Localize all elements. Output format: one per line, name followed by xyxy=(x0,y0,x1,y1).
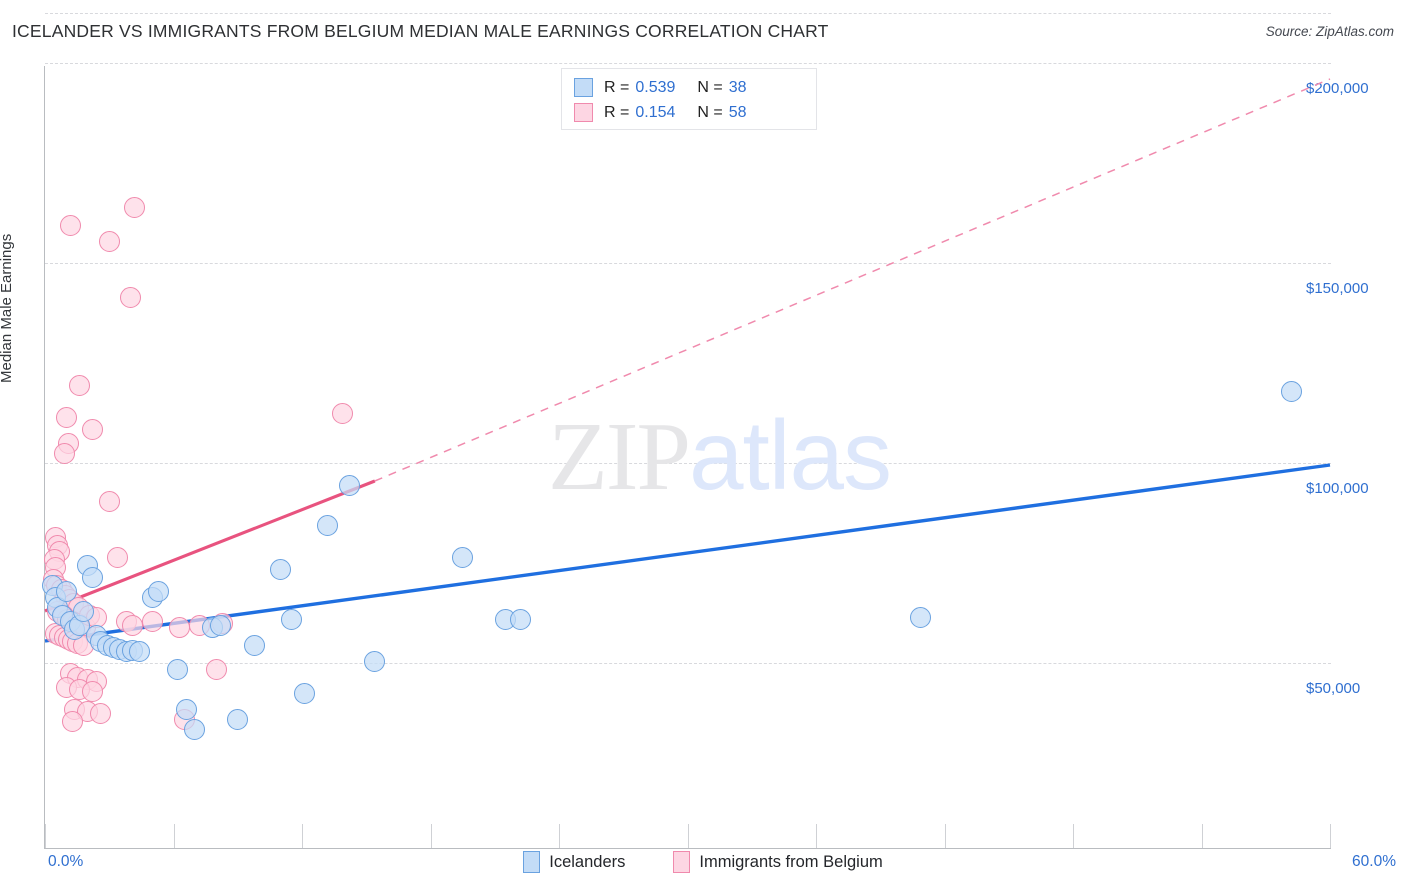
x-axis-tick xyxy=(945,824,946,848)
x-axis-tick xyxy=(1330,824,1331,848)
scatter-point[interactable] xyxy=(62,710,84,732)
gridline xyxy=(45,263,1331,264)
scatter-point[interactable] xyxy=(244,634,266,656)
scatter-point[interactable] xyxy=(60,214,82,236)
y-axis-tick-label: $150,000 xyxy=(1306,280,1369,297)
scatter-point[interactable] xyxy=(227,708,249,730)
scatter-point[interactable] xyxy=(280,608,302,630)
pink-trendline-dashed xyxy=(374,78,1331,482)
stats-r-label-immigrants: R = xyxy=(604,103,630,121)
stats-r-value-icelanders: 0.539 xyxy=(635,78,676,96)
gridline xyxy=(45,63,1331,64)
scatter-point[interactable] xyxy=(270,558,292,580)
x-axis-tick xyxy=(816,824,817,848)
scatter-point[interactable] xyxy=(55,406,77,428)
scatter-point[interactable] xyxy=(81,680,103,702)
scatter-point[interactable] xyxy=(452,546,474,568)
legend-label-immigrants-from-belgium: Immigrants from Belgium xyxy=(699,852,883,871)
chart-legend: Icelanders Immigrants from Belgium xyxy=(0,851,1406,873)
scatter-point[interactable] xyxy=(68,374,90,396)
scatter-point[interactable] xyxy=(141,610,163,632)
watermark-atlas: atlas xyxy=(689,400,892,510)
scatter-point[interactable] xyxy=(98,490,120,512)
scatter-point[interactable] xyxy=(98,230,120,252)
scatter-point[interactable] xyxy=(210,614,232,636)
gridline xyxy=(45,663,1331,664)
stats-n-label-icelanders: N = xyxy=(697,78,723,96)
scatter-point[interactable] xyxy=(1280,380,1302,402)
blue-trendline-solid xyxy=(44,463,1331,643)
x-axis-line xyxy=(45,848,1331,849)
scatter-point[interactable] xyxy=(169,616,191,638)
x-axis-max-label: 60.0% xyxy=(1352,853,1396,870)
stats-r-value-immigrants: 0.154 xyxy=(635,103,676,121)
scatter-point[interactable] xyxy=(107,546,129,568)
scatter-point[interactable] xyxy=(364,650,386,672)
scatter-point[interactable] xyxy=(293,682,315,704)
x-axis-tick xyxy=(302,824,303,848)
scatter-point[interactable] xyxy=(317,514,339,536)
x-axis-tick xyxy=(1073,824,1074,848)
x-axis-min-label: 0.0% xyxy=(48,853,84,870)
y-axis-title: Median Male Earnings xyxy=(0,233,15,383)
stats-row-immigrants-from-belgium: R = 0.154 N = 58 xyxy=(574,100,806,125)
x-axis-tick xyxy=(45,824,46,848)
gridline xyxy=(45,463,1331,464)
stats-n-value-immigrants: 58 xyxy=(728,103,747,121)
pink-trendline-solid xyxy=(44,479,376,613)
stats-swatch-icelanders xyxy=(574,78,593,97)
scatter-point[interactable] xyxy=(910,606,932,628)
legend-item-immigrants-from-belgium[interactable]: Immigrants from Belgium xyxy=(673,851,883,873)
stats-r-label-icelanders: R = xyxy=(604,78,630,96)
correlation-stats-box: R = 0.539 N = 38 R = 0.154 N = 58 xyxy=(561,68,817,130)
scatter-point[interactable] xyxy=(148,580,169,602)
scatter-point[interactable] xyxy=(81,418,103,440)
legend-swatch-immigrants-from-belgium xyxy=(673,851,691,873)
scatter-point[interactable] xyxy=(124,196,146,218)
scatter-point[interactable] xyxy=(509,608,531,630)
scatter-point[interactable] xyxy=(120,286,142,308)
scatter-point[interactable] xyxy=(81,566,103,588)
scatter-point[interactable] xyxy=(184,718,206,740)
scatter-point[interactable] xyxy=(128,640,150,662)
x-axis-tick xyxy=(431,824,432,848)
gridline xyxy=(45,13,1331,14)
x-axis-tick xyxy=(559,824,560,848)
scatter-point[interactable] xyxy=(90,702,112,724)
legend-swatch-icelanders xyxy=(523,851,541,873)
watermark-zip: ZIP xyxy=(548,403,691,511)
legend-label-icelanders: Icelanders xyxy=(549,852,626,871)
scatter-point[interactable] xyxy=(122,614,144,636)
x-axis-tick xyxy=(1202,824,1203,848)
scatter-point[interactable] xyxy=(55,580,77,602)
scatter-point[interactable] xyxy=(53,442,75,464)
scatter-point[interactable] xyxy=(332,402,354,424)
y-axis-tick-label: $100,000 xyxy=(1306,480,1369,497)
y-axis-tick-label: $50,000 xyxy=(1306,680,1361,697)
y-axis-line xyxy=(44,66,45,849)
legend-item-icelanders[interactable]: Icelanders xyxy=(523,851,625,873)
x-axis-tick xyxy=(688,824,689,848)
page-title: ICELANDER VS IMMIGRANTS FROM BELGIUM MED… xyxy=(12,21,829,41)
scatter-point[interactable] xyxy=(73,600,95,622)
source-attribution: Source: ZipAtlas.com xyxy=(1265,24,1394,39)
scatter-point[interactable] xyxy=(167,658,189,680)
x-axis-tick xyxy=(174,824,175,848)
y-axis-tick-label: $200,000 xyxy=(1306,80,1369,97)
stats-row-icelanders: R = 0.539 N = 38 xyxy=(574,75,806,100)
stats-n-value-icelanders: 38 xyxy=(728,78,747,96)
scatter-point[interactable] xyxy=(205,658,227,680)
watermark: ZIPatlas xyxy=(548,406,892,506)
scatter-point[interactable] xyxy=(338,474,360,496)
stats-n-label-immigrants: N = xyxy=(697,103,723,121)
stats-swatch-immigrants-from-belgium xyxy=(574,103,593,122)
scatter-point[interactable] xyxy=(175,698,197,720)
